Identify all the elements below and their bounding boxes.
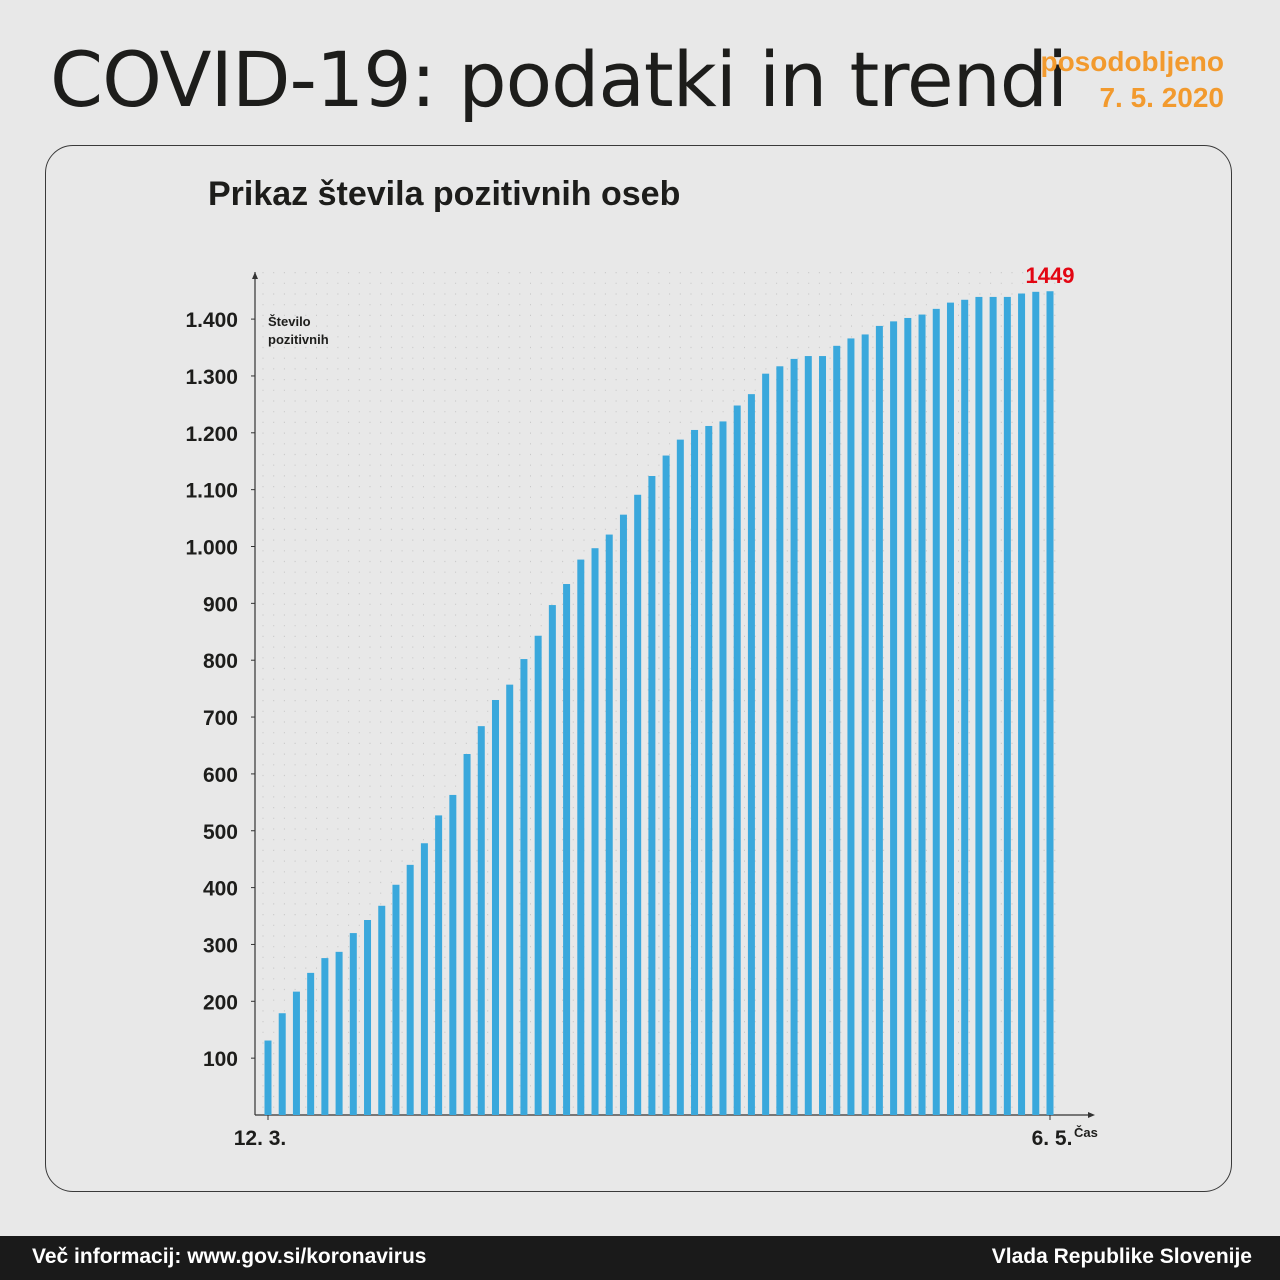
bar	[762, 373, 770, 1115]
bar	[321, 958, 329, 1115]
updated-info: posodobljeno 7. 5. 2020	[1040, 44, 1224, 116]
bar	[335, 951, 343, 1115]
footer-publisher: Vlada Republike Slovenije	[991, 1245, 1252, 1268]
y-tick-label: 800	[203, 650, 238, 673]
chart-title: Prikaz števila pozitivnih oseb	[208, 175, 681, 213]
bar	[364, 920, 372, 1115]
bar	[378, 905, 386, 1115]
bar	[605, 534, 613, 1115]
y-tick-label: 400	[203, 878, 238, 901]
bar	[676, 439, 684, 1115]
y-tick-label: 300	[203, 934, 238, 957]
x-axis-arrow	[1088, 1112, 1095, 1118]
y-tick-label: 200	[203, 991, 238, 1014]
bar	[520, 659, 528, 1115]
footer: Več informacij: www.gov.si/koronavirus V…	[0, 1236, 1280, 1280]
x-end-label: 6. 5.	[1032, 1127, 1073, 1150]
bar	[577, 559, 585, 1115]
bar	[691, 429, 699, 1115]
bar	[449, 794, 457, 1115]
y-tick-label: 900	[203, 593, 238, 616]
bar	[307, 972, 315, 1115]
bar	[890, 321, 898, 1115]
y-axis-label-line1: Število	[268, 314, 311, 329]
y-tick-label: 1.300	[185, 366, 238, 389]
bar	[932, 308, 940, 1115]
bar	[819, 356, 827, 1115]
y-axis-label-line2: pozitivnih	[268, 332, 329, 347]
bar	[349, 933, 357, 1115]
bar	[904, 317, 912, 1115]
updated-label: posodobljeno	[1040, 46, 1224, 77]
bar	[719, 421, 727, 1115]
bar	[776, 366, 784, 1115]
y-tick-label: 100	[203, 1048, 238, 1071]
bar	[591, 548, 599, 1115]
bar	[705, 425, 713, 1115]
bar	[961, 299, 969, 1115]
bar	[563, 584, 571, 1115]
bar	[634, 494, 642, 1116]
bar	[946, 302, 954, 1115]
bar	[506, 684, 514, 1115]
bar	[548, 605, 556, 1115]
bar	[1003, 296, 1011, 1116]
bar	[648, 476, 656, 1116]
last-value-label: 1449	[1026, 263, 1075, 288]
bar	[278, 1013, 286, 1115]
y-tick-label: 1.000	[185, 537, 238, 560]
bar	[1046, 291, 1054, 1115]
y-tick-label: 1.400	[185, 309, 238, 332]
bar	[420, 843, 428, 1115]
bar	[463, 754, 471, 1115]
y-tick-label: 600	[203, 764, 238, 787]
bar	[264, 1040, 272, 1115]
x-start-label: 12. 3.	[234, 1127, 287, 1150]
bar	[1018, 293, 1026, 1116]
bar	[833, 345, 841, 1116]
bar	[790, 358, 798, 1115]
bar	[619, 514, 627, 1115]
bar	[491, 699, 499, 1115]
page-title: COVID-19: podatki in trendi	[50, 35, 1068, 124]
bar	[861, 334, 869, 1116]
bar	[292, 991, 300, 1115]
bar	[662, 455, 670, 1115]
bar	[406, 864, 414, 1115]
y-tick-label: 500	[203, 821, 238, 844]
updated-date: 7. 5. 2020	[1099, 82, 1224, 113]
bar	[989, 296, 997, 1116]
bar	[804, 356, 812, 1115]
y-tick-label: 1.200	[185, 423, 238, 446]
footer-more-info: Več informacij: www.gov.si/koronavirus	[32, 1245, 427, 1268]
y-axis-arrow	[252, 272, 258, 279]
bar	[1032, 291, 1040, 1115]
bar	[975, 296, 983, 1116]
bar	[534, 635, 542, 1115]
bar	[918, 314, 926, 1115]
bar	[435, 815, 443, 1115]
positive-cases-bar-chart: 100 200 300 400 500 600 700 800 900 1.000 1.100 1.2…	[185, 263, 1098, 1150]
bar	[477, 726, 485, 1115]
bar	[847, 338, 855, 1116]
bar	[747, 394, 755, 1116]
bar	[875, 325, 883, 1115]
y-tick-label: 700	[203, 707, 238, 730]
x-axis-label: Čas	[1074, 1125, 1098, 1140]
bar	[733, 405, 741, 1116]
y-tick-label: 1.100	[185, 480, 238, 503]
bar	[392, 884, 400, 1115]
